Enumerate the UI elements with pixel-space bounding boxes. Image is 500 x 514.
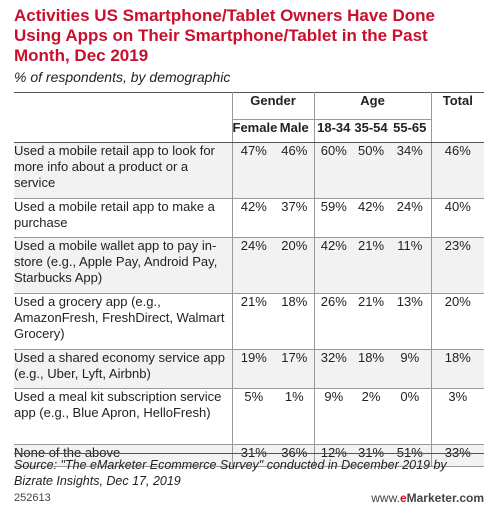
row-label-header [14, 92, 232, 143]
brand-e: e [399, 491, 407, 505]
table-cell: 3% [430, 388, 485, 445]
table-cell: 11% [389, 237, 432, 294]
table-cell: 23% [430, 237, 485, 294]
column-group-header: Gender [231, 92, 315, 120]
chart-id: 252613 [14, 492, 51, 504]
table-cell: 31% [353, 444, 390, 467]
table-cell: 1% [275, 388, 315, 445]
data-table: Gender Age Total Female Male 18-34 35-54… [14, 92, 485, 467]
column-group-header: Total [430, 92, 485, 143]
chart-container: Activities US Smartphone/Tablet Owners H… [14, 6, 485, 467]
column-header: Male [275, 119, 315, 143]
table-cell: 31% [231, 444, 275, 467]
table-cell: 17% [275, 349, 315, 389]
table-row: Used a meal kit subscription service app… [14, 388, 485, 445]
table-cell: 24% [389, 198, 432, 238]
table-cell: 9% [389, 349, 432, 389]
table-cell: 36% [275, 444, 315, 467]
source-note: Source: "The eMarketer Ecommerce Survey"… [14, 458, 447, 488]
table-cell: 18% [275, 293, 315, 350]
table-cell: 18% [353, 349, 390, 389]
table-cell: 24% [231, 237, 275, 294]
row-label: Used a mobile wallet app to pay in-store… [14, 237, 232, 294]
table-cell: 42% [353, 198, 390, 238]
table-row: Used a mobile retail app to look for mor… [14, 142, 485, 199]
table-cell: 60% [313, 142, 354, 199]
table-cell: 21% [353, 237, 390, 294]
table-cell: 33% [430, 444, 485, 467]
table-cell: 19% [231, 349, 275, 389]
table-cell: 20% [275, 237, 315, 294]
table-cell: 34% [389, 142, 432, 199]
row-label: Used a mobile retail app to look for mor… [14, 142, 232, 199]
table-cell: 0% [389, 388, 432, 445]
table-cell: 12% [313, 444, 354, 467]
column-header: Female [231, 119, 277, 143]
table-cell: 50% [353, 142, 390, 199]
column-header: 35-54 [353, 119, 390, 143]
table-cell: 18% [430, 349, 485, 389]
table-cell: 40% [430, 198, 485, 238]
chart-subtitle: % of respondents, by demographic [14, 69, 231, 85]
table-cell: 32% [313, 349, 354, 389]
table-row: None of the above 31% 36% 12% 31% 51% 33… [14, 444, 485, 467]
table-cell: 9% [313, 388, 354, 445]
table-row: Used a mobile wallet app to pay in-store… [14, 237, 485, 294]
table-body: Used a mobile retail app to look for mor… [14, 142, 485, 467]
table-cell: 51% [389, 444, 432, 467]
table-cell: 59% [313, 198, 354, 238]
table-cell: 47% [231, 142, 275, 199]
table-row: Used a grocery app (e.g., AmazonFresh, F… [14, 293, 485, 350]
table-row: Used a shared economy service app (e.g.,… [14, 349, 485, 389]
brand-www: www. [371, 491, 400, 505]
table-cell: 13% [389, 293, 432, 350]
table-cell: 21% [231, 293, 275, 350]
brand-name: Marketer.com [406, 491, 484, 505]
row-label: Used a meal kit subscription service app… [14, 388, 232, 445]
table-cell: 46% [275, 142, 315, 199]
chart-title: Activities US Smartphone/Tablet Owners H… [14, 6, 436, 65]
table-cell: 42% [231, 198, 275, 238]
column-header: 55-65 [389, 119, 432, 143]
row-label: None of the above [14, 444, 232, 467]
row-label: Used a shared economy service app (e.g.,… [14, 349, 232, 389]
table-cell: 20% [430, 293, 485, 350]
table-cell: 2% [353, 388, 390, 445]
footer-bar: 252613 www.eMarketer.com [14, 491, 484, 507]
brand-logo: www.eMarketer.com [371, 491, 484, 505]
column-group-header: Age [313, 92, 432, 120]
table-cell: 5% [231, 388, 275, 445]
table-cell: 42% [313, 237, 354, 294]
table-cell: 21% [353, 293, 390, 350]
table-row: Used a mobile retail app to make a purch… [14, 198, 485, 238]
table-cell: 37% [275, 198, 315, 238]
footer: Source: "The eMarketer Ecommerce Survey"… [14, 453, 484, 489]
row-label: Used a grocery app (e.g., AmazonFresh, F… [14, 293, 232, 350]
column-header: 18-34 [313, 119, 354, 143]
table-cell: 46% [430, 142, 485, 199]
table-cell: 26% [313, 293, 354, 350]
row-label: Used a mobile retail app to make a purch… [14, 198, 232, 238]
